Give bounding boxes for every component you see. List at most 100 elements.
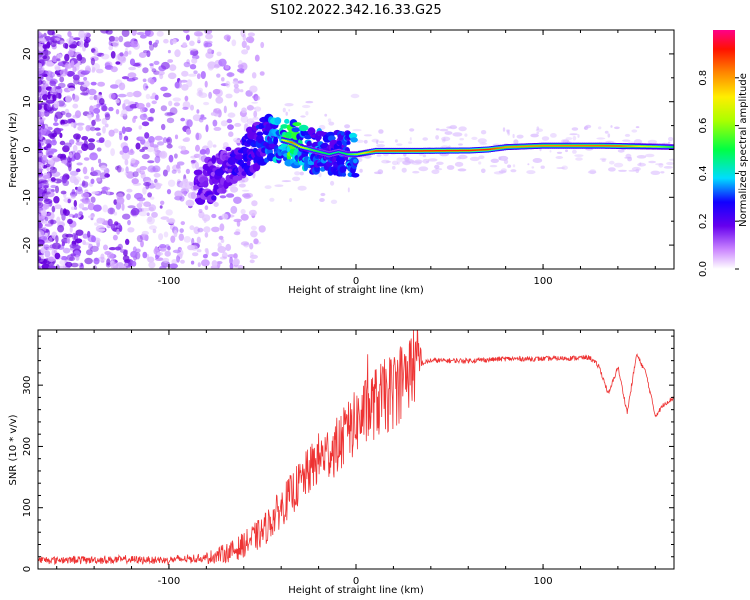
noise-blob <box>91 235 96 243</box>
noise-blob <box>46 212 55 220</box>
noise-blob <box>55 185 59 194</box>
noise-blob <box>152 228 157 234</box>
noise-blob <box>613 162 624 168</box>
noise-blob <box>108 92 116 100</box>
noise-blob <box>221 77 225 82</box>
noise-blob <box>38 265 41 269</box>
noise-blob <box>489 164 498 168</box>
ridge-segment <box>473 149 476 151</box>
ridge-segment <box>438 150 441 152</box>
noise-blob <box>145 93 151 100</box>
ridge-segment <box>430 150 433 152</box>
noise-blob <box>61 119 69 125</box>
ridge-blob <box>273 136 279 145</box>
noise-blob <box>41 263 50 269</box>
noise-blob <box>164 250 171 257</box>
noise-blob <box>129 103 139 109</box>
noise-blob <box>106 258 111 266</box>
noise-blob <box>76 186 83 192</box>
noise-blob <box>513 139 519 144</box>
ridge-segment <box>296 144 299 146</box>
ridge-segment <box>645 145 649 148</box>
ridge-segment <box>350 153 353 155</box>
noise-blob <box>93 204 102 212</box>
noise-blob <box>171 259 178 265</box>
noise-blob <box>67 87 76 92</box>
noise-blob <box>596 137 606 140</box>
noise-blob <box>107 207 116 215</box>
noise-blob <box>253 110 258 118</box>
noise-blob <box>146 50 151 58</box>
noise-blob <box>53 100 60 109</box>
noise-blob <box>59 132 63 138</box>
noise-blob <box>446 165 455 170</box>
noise-blob <box>67 50 75 57</box>
noise-blob <box>205 33 213 40</box>
snr-panel: -100 0 100 0 100 200 300 Height of straight l… <box>8 329 675 596</box>
ridge-segment <box>357 153 361 155</box>
noise-blob <box>121 203 125 211</box>
noise-blob <box>43 244 50 250</box>
noise-blob <box>193 31 203 37</box>
noise-blob <box>284 103 294 107</box>
noise-blob <box>196 249 202 253</box>
noise-blob <box>251 200 258 207</box>
noise-blob <box>90 57 95 66</box>
noise-blob <box>647 139 658 144</box>
ridge-segment <box>477 149 480 151</box>
noise-blob <box>128 149 135 155</box>
noise-blob <box>155 39 160 45</box>
noise-blob <box>138 52 147 58</box>
noise-blob <box>47 71 51 77</box>
noise-blob <box>448 126 458 129</box>
noise-blob <box>72 232 76 241</box>
noise-blob <box>81 181 89 188</box>
noise-blob <box>101 105 108 112</box>
ridge-segment <box>281 139 284 141</box>
noise-blob <box>233 253 238 259</box>
noise-blob <box>124 262 129 266</box>
noise-blob <box>173 229 178 238</box>
noise-blob <box>66 237 71 244</box>
noise-blob <box>589 169 597 175</box>
ridge-segment <box>490 148 493 150</box>
noise-blob <box>480 130 487 135</box>
ridge-segment <box>415 150 419 152</box>
ridge-segment <box>627 145 630 147</box>
noise-blob <box>83 41 89 48</box>
noise-blob <box>96 177 101 182</box>
noise-blob <box>422 158 430 164</box>
noise-blob <box>57 153 64 159</box>
noise-blob <box>166 189 172 195</box>
noise-blob <box>96 217 104 224</box>
noise-blob <box>136 168 142 173</box>
noise-blob <box>87 88 97 96</box>
noise-blob <box>54 66 61 71</box>
noise-blob <box>481 168 486 174</box>
noise-blob <box>404 157 410 162</box>
noise-blob <box>67 198 71 204</box>
ridge-segment <box>483 149 486 151</box>
spectrogram-x-axis-label: Height of straight line (km) <box>288 285 424 296</box>
noise-blob <box>149 142 155 148</box>
noise-blob <box>126 193 131 201</box>
ridge-segment <box>565 145 568 147</box>
noise-blob <box>69 44 77 49</box>
noise-blob <box>38 258 46 264</box>
ridge-segment <box>550 145 553 147</box>
noise-blob <box>110 51 116 59</box>
noise-blob <box>225 243 232 252</box>
ridge-segment <box>642 145 645 148</box>
noise-blob <box>409 128 415 132</box>
noise-blob <box>478 161 482 165</box>
noise-blob <box>115 61 121 65</box>
noise-blob <box>242 33 246 42</box>
noise-blob <box>41 123 45 130</box>
ridge-segment <box>451 149 454 152</box>
ridge-segment <box>374 150 377 152</box>
noise-blob <box>246 118 255 125</box>
noise-blob <box>52 95 56 101</box>
ridge-segment <box>539 145 542 147</box>
ridge-segment <box>307 148 310 150</box>
noise-blob <box>144 30 151 37</box>
